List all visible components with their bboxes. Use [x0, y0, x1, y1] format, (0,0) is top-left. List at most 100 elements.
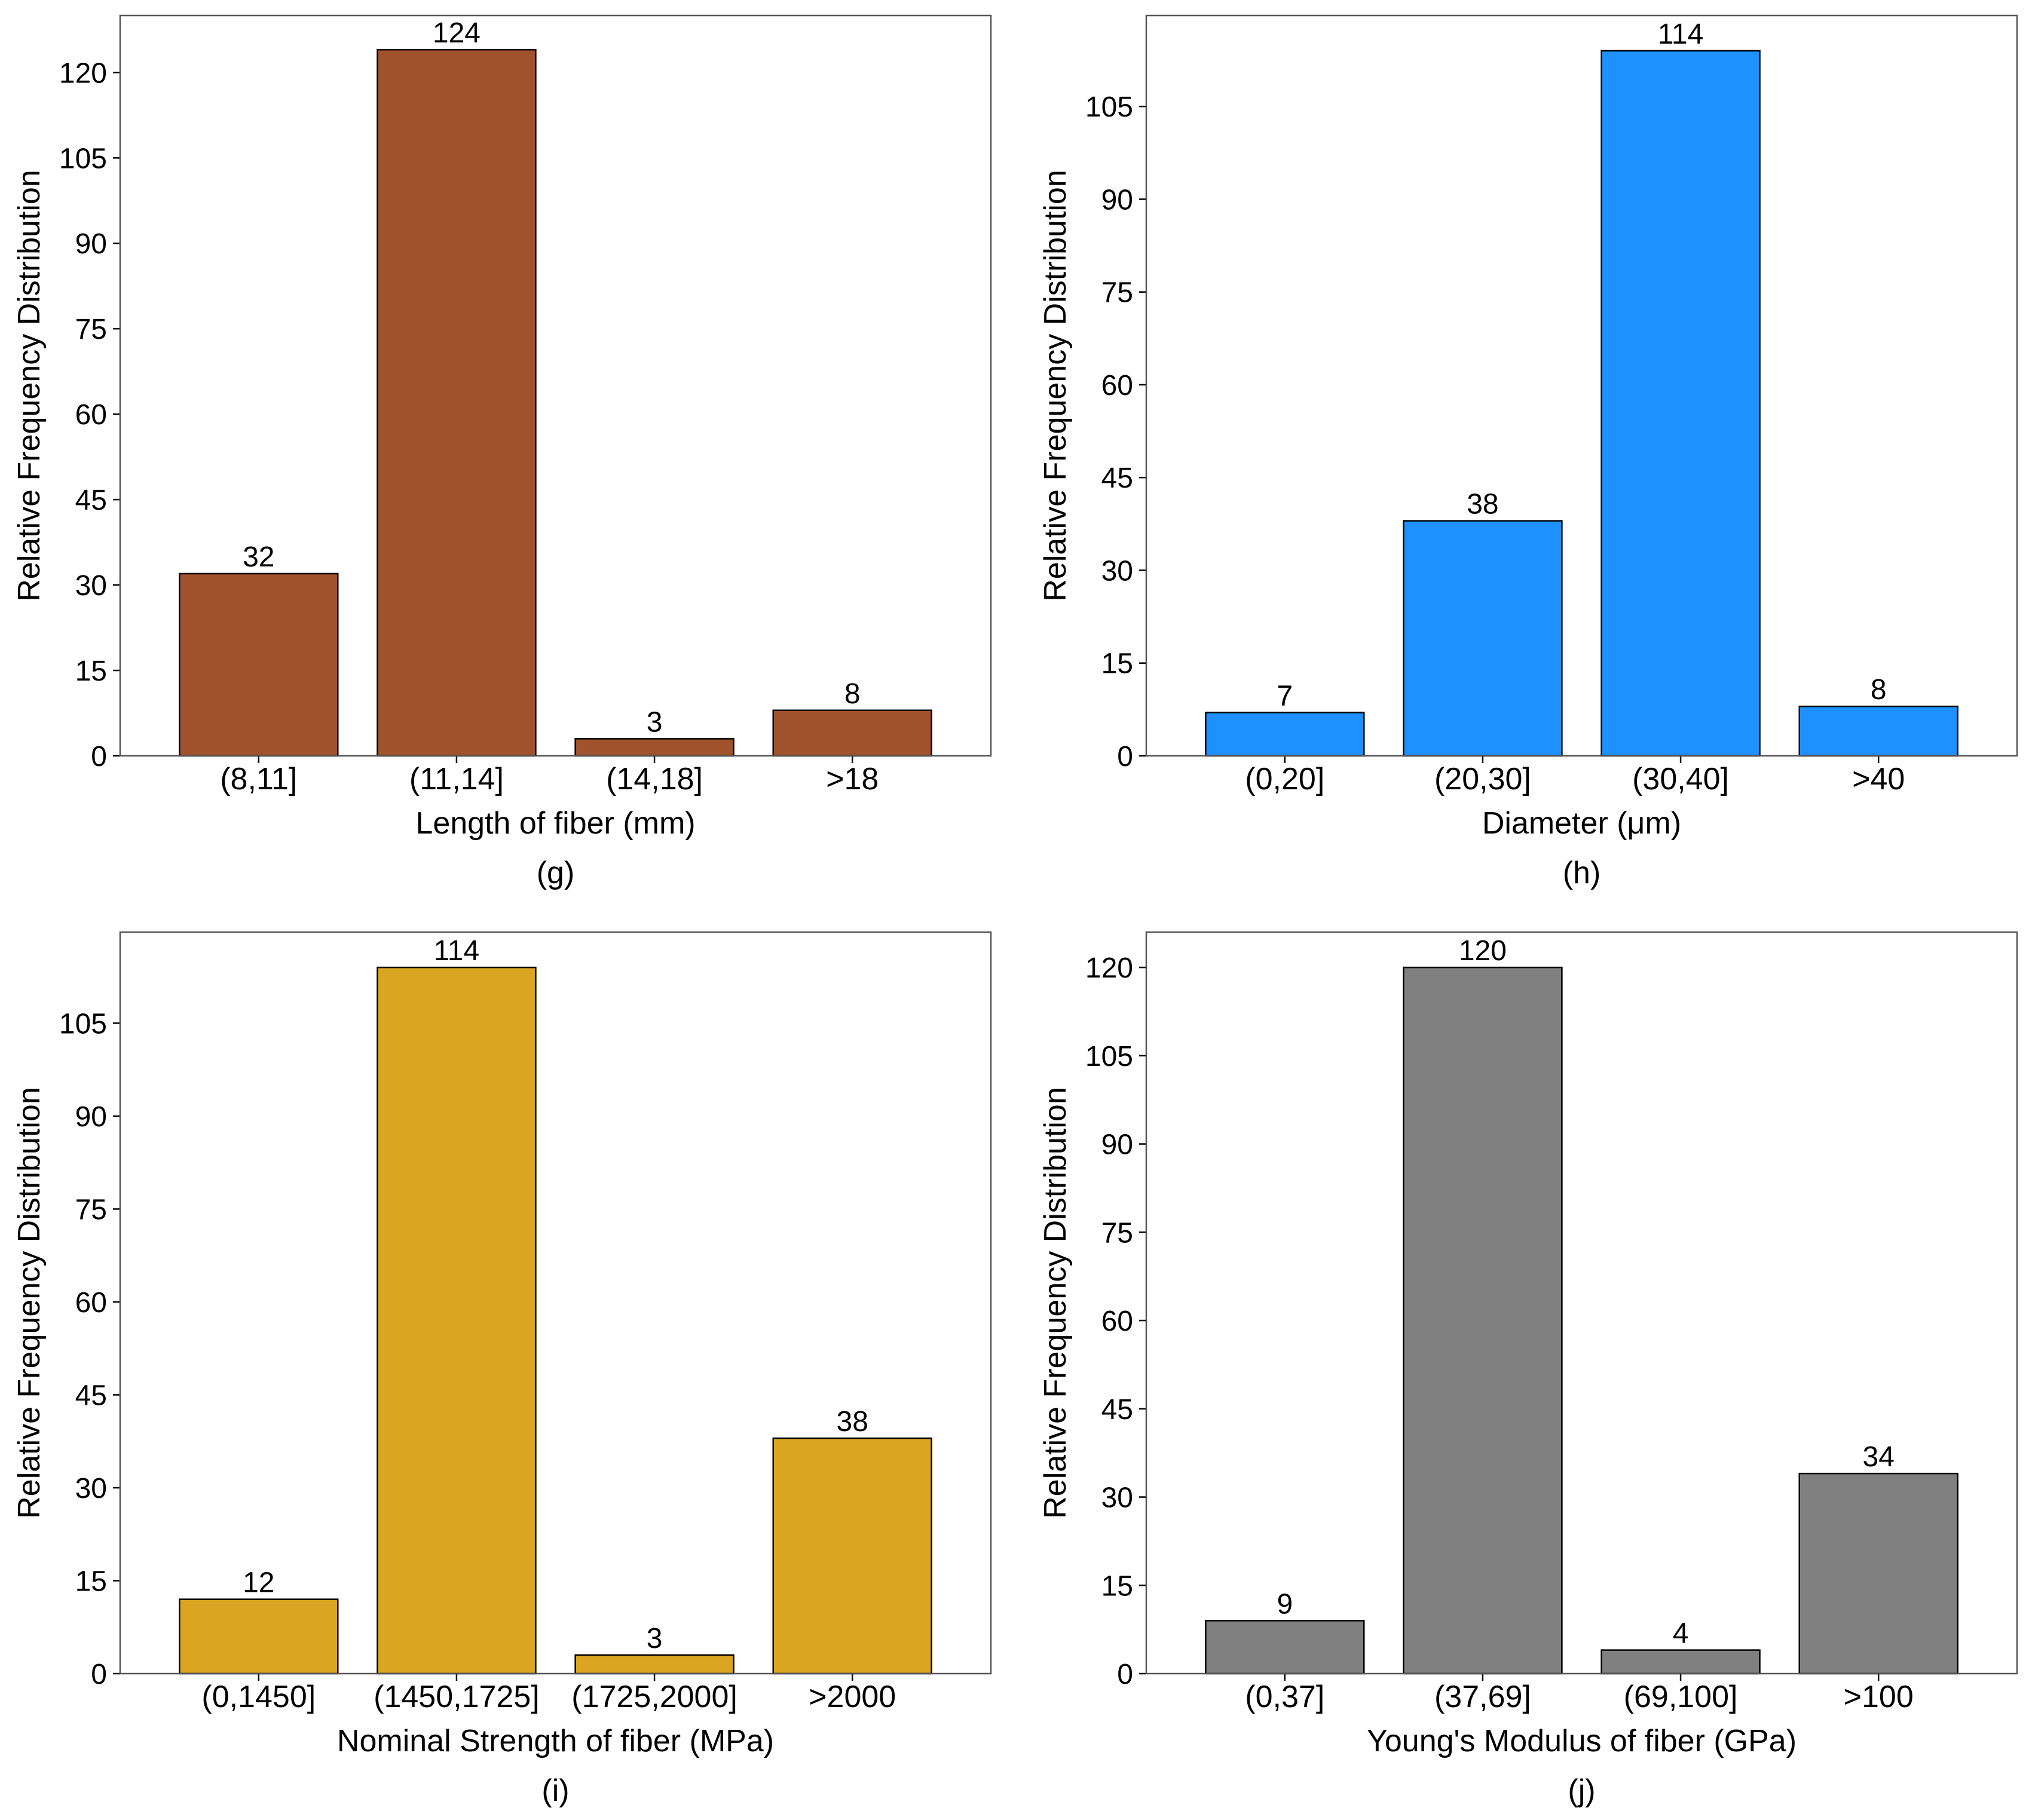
chart-modulus: 9 120 4 34 0 15 30 45 60 75 90 105 120 (0,37] (37,69] (…	[1038, 931, 2018, 1808]
x-tick-label: (1450,1725]	[374, 1680, 540, 1714]
bar-2	[377, 966, 537, 1675]
bar-2	[377, 48, 537, 757]
y-tick-label: 15	[75, 1565, 107, 1597]
panel-label: (i)	[541, 1773, 569, 1808]
x-tick-label: (0,37]	[1245, 1680, 1324, 1714]
x-tick-label: (8,11]	[220, 762, 297, 796]
bar-value-label: 9	[1277, 1588, 1293, 1620]
x-tick-label: (69,100]	[1624, 1680, 1738, 1714]
x-tick-label: (0,1450]	[201, 1680, 316, 1714]
plot-frame	[119, 14, 992, 757]
y-tick-label: 30	[75, 1473, 107, 1505]
bar-value-label: 120	[1459, 935, 1507, 967]
y-axis-label: Relative Frequency Distribution	[12, 1087, 47, 1519]
bar-2	[1403, 520, 1563, 757]
x-tick-label: (30,40]	[1632, 762, 1729, 796]
y-tick-label: 30	[75, 570, 107, 602]
x-axis-label: Young's Modulus of fiber (GPa)	[1367, 1724, 1797, 1758]
plot-frame	[1145, 14, 2018, 757]
bar-value-label: 3	[647, 1623, 663, 1654]
bar-3	[574, 738, 735, 757]
bar-4	[1798, 1472, 1958, 1675]
chart-diameter: 7 38 114 8 0 15 30 45 60 75 90 105 (0,20] (20,30] (30,…	[1038, 14, 2018, 890]
y-axis-label: Relative Frequency Distribution	[1038, 170, 1073, 602]
y-tick-label: 105	[59, 143, 107, 174]
y-tick-label: 120	[1085, 952, 1133, 984]
y-tick-label: 105	[1085, 1041, 1133, 1073]
y-tick-label: 75	[75, 314, 107, 345]
plot-frame	[119, 931, 992, 1675]
y-tick-label: 45	[1101, 462, 1133, 494]
chart-strength: 12 114 3 38 0 15 30 45 60 75 90 105 (0,1450] (1450,17…	[12, 931, 992, 1808]
x-tick-label: >100	[1844, 1680, 1914, 1714]
bar-value-label: 124	[433, 17, 481, 49]
y-tick-label: 30	[1101, 1482, 1133, 1514]
y-tick-label: 90	[1101, 1129, 1133, 1161]
bar-1	[1205, 712, 1365, 757]
y-tick-label: 90	[1101, 184, 1133, 216]
x-tick-label: >40	[1852, 762, 1905, 796]
x-tick-label: >18	[826, 762, 879, 796]
bar-1	[179, 1598, 339, 1675]
bar-value-label: 32	[243, 541, 274, 573]
y-tick-label: 0	[91, 1659, 107, 1690]
bar-1	[1205, 1620, 1365, 1675]
x-tick-label: (1725,2000]	[571, 1680, 737, 1714]
bar-value-label: 114	[434, 935, 480, 967]
bar-value-label: 7	[1277, 681, 1293, 712]
bar-value-label: 38	[1467, 489, 1498, 520]
bar-value-label: 8	[844, 678, 861, 710]
x-tick-label: (0,20]	[1245, 762, 1324, 796]
x-tick-label: (37,69]	[1434, 1680, 1531, 1714]
y-tick-label: 60	[1101, 1306, 1133, 1337]
plot-frame	[1145, 931, 2018, 1675]
y-tick-label: 0	[1117, 1659, 1133, 1690]
bar-value-label: 34	[1863, 1441, 1895, 1473]
x-tick-label: >2000	[809, 1680, 896, 1714]
bar-4	[772, 709, 932, 757]
y-tick-label: 15	[1101, 648, 1133, 680]
y-tick-label: 90	[75, 1101, 107, 1133]
x-tick-label: (20,30]	[1434, 762, 1531, 796]
y-tick-label: 105	[1085, 91, 1133, 123]
bar-3	[1600, 1649, 1761, 1675]
y-tick-label: 45	[1101, 1394, 1133, 1426]
y-tick-label: 60	[75, 1287, 107, 1319]
y-tick-label: 60	[75, 399, 107, 431]
x-axis-label: Diameter (μm)	[1482, 806, 1681, 841]
y-tick-label: 105	[59, 1008, 107, 1040]
x-tick-label: (14,18]	[606, 762, 703, 796]
bar-value-label: 38	[837, 1406, 868, 1438]
bar-4	[1798, 705, 1958, 757]
bar-value-label: 4	[1673, 1618, 1689, 1650]
y-axis-label: Relative Frequency Distribution	[1038, 1087, 1073, 1519]
y-tick-label: 30	[1101, 555, 1133, 587]
bar-4	[772, 1437, 932, 1675]
y-tick-label: 45	[75, 1380, 107, 1411]
bar-3	[574, 1654, 735, 1675]
panel-label: (j)	[1568, 1773, 1595, 1808]
y-tick-label: 45	[75, 485, 107, 516]
y-tick-label: 75	[1101, 277, 1133, 309]
x-tick-label: (11,14]	[409, 762, 504, 796]
x-axis-label: Nominal Strength of fiber (MPa)	[337, 1724, 774, 1758]
bar-value-label: 114	[1658, 19, 1704, 50]
bar-1	[179, 572, 339, 757]
panel-label: (h)	[1563, 856, 1601, 890]
bar-value-label: 3	[647, 706, 663, 738]
y-tick-label: 0	[1117, 741, 1133, 773]
x-axis-label: Length of fiber (mm)	[415, 806, 695, 841]
y-tick-label: 75	[75, 1194, 107, 1225]
y-tick-label: 0	[91, 741, 107, 773]
y-tick-label: 15	[1101, 1570, 1133, 1602]
bar-3	[1600, 50, 1761, 757]
y-tick-label: 15	[75, 655, 107, 687]
y-tick-label: 60	[1101, 370, 1133, 402]
y-tick-label: 120	[59, 57, 107, 89]
y-tick-label: 75	[1101, 1217, 1133, 1249]
panel-label: (g)	[537, 856, 575, 890]
y-tick-label: 90	[75, 228, 107, 260]
bar-2	[1403, 966, 1563, 1675]
bar-value-label: 8	[1871, 674, 1887, 706]
